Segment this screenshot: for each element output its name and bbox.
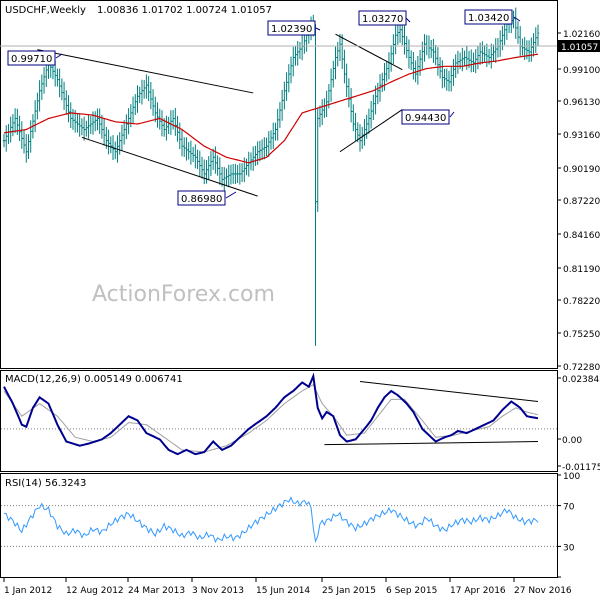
macd-signal-line xyxy=(3,383,539,453)
moving-average xyxy=(3,53,539,164)
rsi-y-tick-label: 100 xyxy=(563,472,580,482)
rsi-y-tick-label: 70 xyxy=(563,503,575,513)
price-annotation-label: 1.03270 xyxy=(362,14,403,25)
macd-y-tick-label: -0.01175 xyxy=(562,463,600,473)
time-tick-label: 25 Jan 2015 xyxy=(322,586,376,596)
time-tick-label: 12 Aug 2012 xyxy=(66,586,124,596)
time-tick-label: 24 Mar 2013 xyxy=(128,586,185,596)
price-y-tick-label: 0.72280 xyxy=(563,363,600,373)
time-tick-label: 1 Jan 2012 xyxy=(4,586,52,596)
macd-trendline xyxy=(324,441,539,446)
price-annotation-label: 0.99710 xyxy=(11,54,52,65)
price-annotation-label: 0.94430 xyxy=(405,113,446,124)
price-annotation-box xyxy=(267,20,316,36)
last-price-label: 1.01057 xyxy=(561,43,598,53)
price-y-tick-label: 0.90190 xyxy=(563,165,600,175)
rsi-line xyxy=(3,496,539,544)
trendline xyxy=(37,49,254,94)
ohlc-values: 1.00836 1.01702 1.00724 1.01057 xyxy=(97,5,272,16)
price-annotation-label: 1.03420 xyxy=(468,13,509,24)
price-annotation-box xyxy=(177,190,226,206)
price-annotation-label: 0.86980 xyxy=(181,194,222,205)
time-tick-label: 15 Jun 2014 xyxy=(256,586,310,596)
rsi-grid xyxy=(1,505,557,547)
time-tick-label: 27 Nov 2016 xyxy=(514,586,572,596)
price-bars xyxy=(2,7,540,346)
price-y-tick-label: 0.93160 xyxy=(563,131,600,141)
macd-axis: 0.023845 0.00 -0.01175 xyxy=(557,375,600,473)
macd-y-tick-label: 0.00 xyxy=(562,436,582,446)
trendline xyxy=(335,33,403,71)
symbol-label: USDCHF,Weekly xyxy=(5,5,86,16)
price-annotation-box xyxy=(7,50,56,66)
macd-trendline xyxy=(359,380,539,402)
price-annotations: 0.99710 0.86980 1.02390 1.03270 0.94430 1.034… xyxy=(7,9,521,206)
macd-lines xyxy=(3,372,539,456)
price-y-tick-label: 0.84160 xyxy=(563,231,600,241)
trendlines xyxy=(37,33,403,197)
price-annotation-box xyxy=(401,109,450,125)
macd-y-tick-label: 0.023845 xyxy=(562,375,600,385)
price-annotation-connector xyxy=(449,111,455,118)
price-y-tick-label: 0.81190 xyxy=(563,265,600,275)
time-tick-label: 17 Apr 2016 xyxy=(450,586,506,596)
trendline xyxy=(81,136,258,197)
price-y-tick-label: 1.02160 xyxy=(563,30,600,40)
price-annotation-box xyxy=(464,9,513,25)
price-y-tick-label: 0.99100 xyxy=(563,66,600,76)
rsi-y-tick-label: 30 xyxy=(563,543,575,553)
price-y-tick-label: 0.75250 xyxy=(563,330,600,340)
price-annotation-connector xyxy=(513,16,521,22)
price-axis: 1.02160 0.99100 0.96130 0.93160 0.90190 0.872… xyxy=(0,30,600,373)
macd-trendlines xyxy=(324,380,539,446)
rsi-line xyxy=(3,496,539,544)
moving-average-line xyxy=(3,53,539,164)
price-annotation-connector xyxy=(55,53,63,59)
last-price-tag xyxy=(558,40,600,52)
price-y-tick-label: 0.87220 xyxy=(563,197,600,207)
price-annotation-label: 1.02390 xyxy=(271,24,312,35)
trendline xyxy=(339,109,403,153)
price-panel-frame xyxy=(0,0,558,369)
macd-panel-frame xyxy=(0,370,558,472)
rsi-panel-frame xyxy=(0,473,558,578)
rsi-axis: 100 70 30 xyxy=(557,472,580,578)
price-y-tick-label: 0.78220 xyxy=(563,297,600,307)
price-annotation-connector xyxy=(225,191,237,199)
price-y-tick-label: 0.96130 xyxy=(563,98,600,108)
price-annotation-connector xyxy=(405,17,411,23)
rsi-title: RSI(14) 56.3243 xyxy=(5,478,86,489)
time-tick-label: 6 Sep 2015 xyxy=(386,586,437,596)
price-annotation-connector xyxy=(315,27,321,31)
macd-line xyxy=(3,372,539,456)
macd-title: MACD(12,26,9) 0.005149 0.006741 xyxy=(5,374,183,385)
time-axis: 1 Jan 2012 12 Aug 2012 24 Mar 2013 3 Nov 20… xyxy=(3,578,572,596)
time-tick-label: 3 Nov 2013 xyxy=(192,586,244,596)
watermark: ActionForex.com xyxy=(92,282,275,307)
chart-header: USDCHF,Weekly 1.00836 1.01702 1.00724 1.… xyxy=(5,5,272,16)
